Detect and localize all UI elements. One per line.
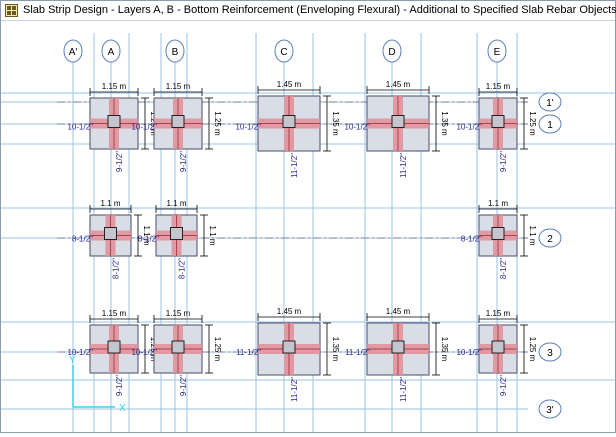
column-section[interactable] (171, 340, 185, 354)
grid-bubble-column[interactable] (101, 39, 121, 63)
column-section[interactable] (104, 227, 117, 240)
column-section[interactable] (171, 115, 185, 128)
panel-depth-label: 1.25 m (213, 337, 222, 362)
panel-depth-label: 1.25 m (528, 111, 537, 136)
rebar-label-x: 11-1/2" (345, 348, 370, 357)
column-section[interactable] (491, 115, 505, 128)
panel-depth-label: 1.35 m (331, 337, 340, 362)
rebar-label-y: 8-1/2" (178, 258, 187, 279)
rebar-label-y: 9-1/2" (115, 151, 124, 172)
panel-depth-label: 1.1 m (528, 225, 537, 245)
grid-bubble-label: D (388, 47, 395, 58)
column-section[interactable] (107, 340, 121, 354)
grid-bubble-column[interactable] (487, 39, 507, 63)
panel-width-label: 1.45 m (386, 80, 411, 89)
y-axis-label: Y (69, 355, 76, 366)
rebar-label-x: 10-1/2" (456, 123, 482, 132)
grid-bubble-label: 2 (547, 234, 553, 245)
rebar-label-y: 8-1/2" (112, 258, 121, 279)
column-section[interactable] (491, 340, 505, 354)
grid-bubble-label: 1 (547, 120, 553, 131)
grid-bubble-row[interactable] (538, 92, 562, 112)
panel-depth-label: 1.1 m (208, 225, 217, 245)
rebar-label-y: 9-1/2" (115, 375, 124, 396)
rebar-label-x: 11-1/2" (236, 348, 261, 357)
rebar-label-y: 9-1/2" (499, 375, 508, 396)
rebar-label-x: 10-1/2" (131, 348, 157, 357)
panel-depth-label: 1.35 m (331, 111, 340, 136)
grid-bubble-label: C (280, 47, 287, 58)
grid-bubble-column[interactable] (274, 39, 294, 63)
column-section[interactable] (491, 227, 505, 240)
grid-bubble-row[interactable] (538, 228, 562, 248)
panel-width-label: 1.45 m (277, 307, 302, 316)
panel-depth-label: 1.25 m (213, 111, 222, 136)
rebar-label-y: 11-1/2" (399, 377, 408, 402)
panel-depth-label: 1.35 m (440, 337, 449, 362)
panel-width-label: 1.15 m (486, 309, 511, 318)
grid-bubble-label: 3 (547, 348, 553, 359)
grid-bubble-column[interactable] (382, 39, 402, 63)
panel-width-label: 1.45 m (277, 80, 302, 89)
title-bar[interactable]: Slab Strip Design - Layers A, B - Bottom… (1, 1, 616, 21)
grid-bubble-label: B (172, 47, 179, 58)
grid-bubble-row[interactable] (538, 342, 562, 362)
column-section[interactable] (282, 115, 296, 128)
slab-plan-view[interactable]: A' A B C D E 1' 1 2 3 3' 1.15 m 1.25 m 10-1/2" 9-1/2" 1… (1, 21, 615, 432)
column-section[interactable] (170, 227, 183, 240)
column-section[interactable] (107, 115, 121, 128)
panel-depth-label: 1.35 m (440, 111, 449, 136)
rebar-label-y: 8-1/2" (499, 258, 508, 279)
panel-width-label: 1.45 m (386, 307, 411, 316)
grid-bubble-label: 3' (546, 405, 554, 416)
grid-app-icon[interactable] (5, 4, 18, 17)
grid-bubble-label: E (494, 47, 501, 58)
rebar-label-x: 10-1/2" (67, 123, 93, 132)
panel-depth-label: 1.25 m (528, 337, 537, 362)
rebar-label-y: 9-1/2" (499, 151, 508, 172)
panel-width-label: 1.1 m (488, 199, 508, 208)
panel-width-label: 1.15 m (166, 309, 191, 318)
panel-width-label: 1.15 m (102, 82, 127, 91)
grid-bubble-row[interactable] (538, 114, 562, 134)
rebar-label-x: 10-1/2" (344, 123, 370, 132)
panel-width-label: 1.1 m (100, 199, 120, 208)
grid-bubble-label: A' (69, 47, 78, 58)
panel-width-label: 1.15 m (486, 82, 511, 91)
panel-width-label: 1.15 m (102, 309, 127, 318)
panel-width-label: 1.15 m (166, 82, 191, 91)
model-view-canvas[interactable]: A' A B C D E 1' 1 2 3 3' 1.15 m 1.25 m 10-1/2" 9-1/2" 1… (1, 21, 615, 432)
grid-bubble-column[interactable] (63, 39, 83, 63)
column-section[interactable] (282, 340, 296, 354)
grid-bubble-label: A (108, 47, 115, 58)
rebar-label-y: 11-1/2" (290, 377, 299, 402)
grid-bubble-row[interactable] (538, 399, 562, 419)
grid-bubble-label: 1' (546, 98, 554, 109)
rebar-label-y: 11-1/2" (399, 153, 408, 178)
rebar-label-x: 10-1/2" (456, 348, 482, 357)
rebar-label-y: 9-1/2" (179, 375, 188, 396)
rebar-label-x: 8-1/2" (72, 235, 93, 244)
rebar-label-y: 9-1/2" (179, 151, 188, 172)
x-axis-label: X (119, 403, 126, 414)
panel-width-label: 1.1 m (166, 199, 186, 208)
rebar-label-x: 10-1/2" (131, 123, 157, 132)
grid-bubble-column[interactable] (165, 39, 185, 63)
column-section[interactable] (391, 340, 405, 354)
rebar-label-x: 10-1/2" (67, 348, 93, 357)
window-title: Slab Strip Design - Layers A, B - Bottom… (23, 4, 616, 16)
rebar-label-x: 10-1/2" (235, 123, 261, 132)
rebar-label-y: 11-1/2" (290, 153, 299, 178)
panel-depth-label: 1.1 m (142, 225, 151, 245)
rebar-label-x: 8-1/2" (138, 235, 159, 244)
column-section[interactable] (391, 115, 405, 128)
rebar-label-x: 8-1/2" (461, 235, 482, 244)
